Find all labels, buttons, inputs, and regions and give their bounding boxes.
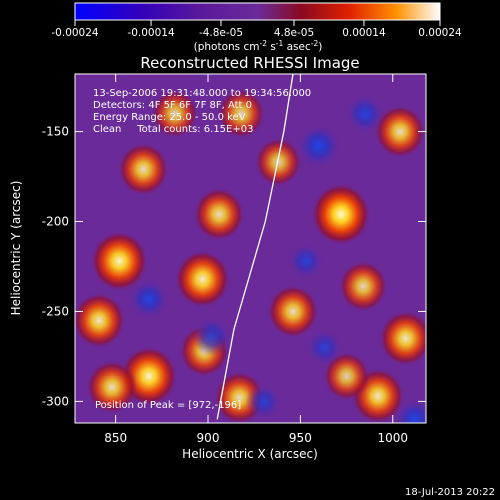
info-line-4: Clean Total counts: 6.15E+03 — [93, 124, 253, 135]
image-sources — [75, 88, 426, 423]
peak-position-label: Position of Peak = [972,-196] — [95, 400, 241, 411]
colorbar-tick-label: 0.00024 — [418, 27, 462, 39]
colorbar-unit-label: (photons cm-2 s-1 asec-2) — [194, 39, 323, 53]
y-tick-label: -250 — [42, 304, 69, 318]
positive-source-blob — [217, 88, 266, 139]
negative-source-blob — [192, 316, 232, 357]
colorbar-tick-label: 4.8e-05 — [274, 27, 314, 39]
colorbar-tick-label: -0.00024 — [51, 27, 99, 39]
negative-source-blob — [245, 383, 282, 420]
x-tick-label: 950 — [289, 431, 312, 445]
x-tick-label: 900 — [197, 431, 220, 445]
y-tick-label: -300 — [42, 394, 69, 408]
solar-limb-curve — [216, 74, 294, 420]
negative-source-blob — [296, 123, 342, 169]
y-tick-label: -200 — [42, 215, 69, 229]
info-line-2: Detectors: 4F 5F 6F 7F 8F, Att 0 — [93, 100, 252, 111]
negative-source-blob — [128, 278, 170, 320]
info-line-3: Energy Range: 25.0 - 50.0 keV — [93, 112, 246, 123]
positive-source-blob — [374, 104, 426, 159]
positive-source-blob — [75, 292, 126, 349]
negative-source-blob — [306, 329, 343, 366]
positive-source-blob — [379, 310, 426, 367]
x-axis-label: Heliocentric X (arcsec) — [182, 447, 318, 461]
x-tick-label: 1000 — [377, 431, 408, 445]
positive-source-blob — [323, 351, 370, 401]
positive-source-blob — [311, 182, 371, 246]
positive-source-blob — [193, 187, 245, 242]
colorbar-tick-label: -4.8e-05 — [199, 27, 243, 39]
x-tick-label: 850 — [104, 431, 127, 445]
positive-source-blob — [174, 250, 231, 309]
colorbar-ticks: -0.00024 -0.00014 -4.8e-05 4.8e-05 0.00014 0.… — [51, 20, 462, 39]
timestamp: 18-Jul-2013 20:22 — [405, 487, 495, 498]
positive-source-blob — [254, 137, 302, 187]
positive-source-blob — [151, 89, 199, 139]
negative-source-blob — [345, 93, 385, 134]
y-axis-label: Heliocentric Y (arcsec) — [9, 181, 23, 316]
positive-source-blob — [267, 284, 319, 339]
axis-ticks: 850 900 950 1000 -150 -200 -250 -300 — [42, 74, 426, 445]
negative-source-blob — [393, 398, 426, 423]
chart-title: Reconstructed RHESSI Image — [140, 54, 359, 72]
positive-source-blob — [338, 260, 388, 312]
colorbar-tick-label: 0.00014 — [342, 27, 386, 39]
y-tick-label: -150 — [42, 125, 69, 139]
plot-frame — [74, 73, 427, 424]
info-line-1: 13-Sep-2006 19:31:48.000 to 19:34:56.000 — [93, 88, 311, 99]
positive-source-blob — [117, 142, 169, 197]
negative-source-blob — [287, 243, 324, 280]
positive-source-blob — [90, 230, 149, 292]
colorbar — [74, 2, 441, 21]
positive-source-blob — [86, 360, 138, 414]
colorbar-tick-label: -0.00014 — [127, 27, 175, 39]
